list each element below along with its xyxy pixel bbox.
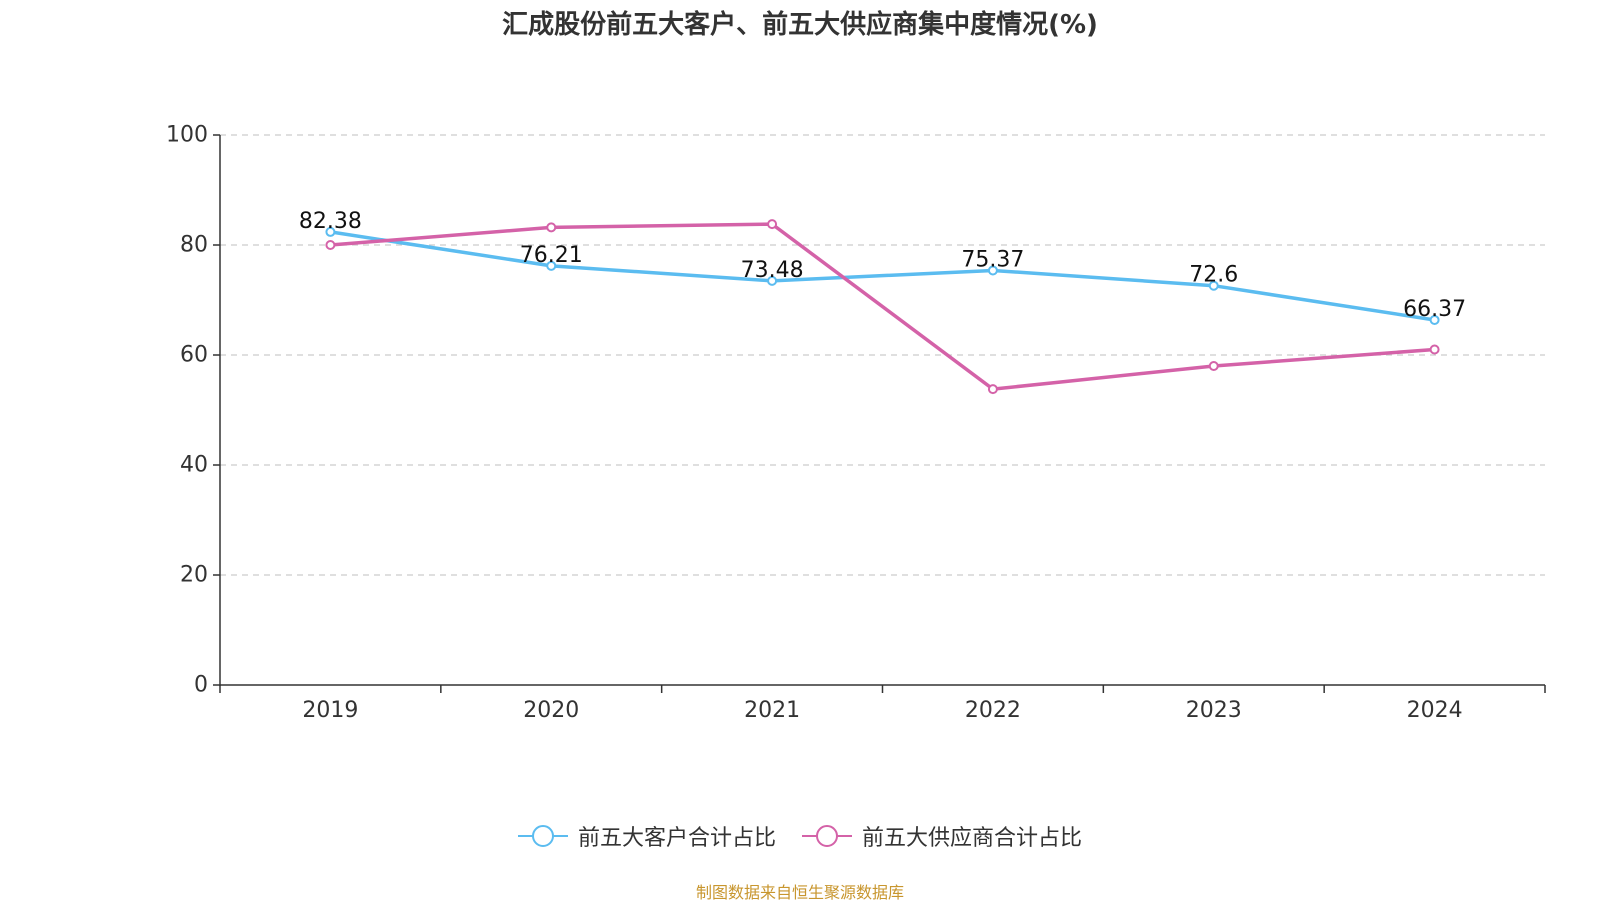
series-1-point-2019[interactable] [325,240,336,250]
source-note: 制图数据来自恒生聚源数据库 [695,883,904,902]
series-1-point-2023[interactable] [1208,361,1219,371]
y-tick-label: 60 [180,343,208,368]
series-0-point-2024[interactable] [1429,314,1440,325]
series-line-0 [330,230,1435,322]
series-1-point-2020[interactable] [546,222,557,233]
y-tick-label: 100 [166,123,208,148]
x-tick-label-2022: 2022 [965,698,1021,723]
line-chart: 0 20 40 60 80 100 2019 2020 2021 2022 2023 2024 82.… [166,123,1546,723]
series-1-point-2024[interactable] [1429,344,1440,355]
data-label-2024: 66.37 [1403,297,1466,322]
legend-marker-customers [517,825,568,847]
legend-label-suppliers: 前五大供应商合计占比 [862,826,1083,851]
series-0-point-2019[interactable] [325,226,336,237]
y-tick-label: 0 [194,673,208,698]
y-tick-label: 20 [180,563,208,588]
legend-marker-suppliers [802,825,852,847]
x-tick-label-2020: 2020 [523,698,579,723]
series-0-point-2020[interactable] [546,260,557,271]
series-line-1 [330,222,1435,391]
series-0-point-2021[interactable] [767,275,778,286]
x-tick-label-2021: 2021 [744,698,800,723]
series-0-point-2022[interactable] [987,265,998,276]
x-tick-label-2019: 2019 [302,698,358,723]
data-label-2021: 73.48 [741,258,804,283]
data-label-2020: 76.21 [520,243,583,268]
legend: 前五大客户合计占比 前五大供应商合计占比 [0,820,1600,852]
series-0-point-2023[interactable] [1208,280,1219,291]
chart-title: 汇成股份前五大客户、前五大供应商集中度情况(%) [502,10,1098,40]
data-label-2022: 75.37 [961,247,1024,272]
legend-item-customers[interactable]: 前五大客户合计占比 [517,820,776,852]
y-tick-label: 80 [180,233,208,258]
x-tick-label-2023: 2023 [1186,698,1242,723]
series-1-point-2021[interactable] [767,219,778,230]
legend-item-suppliers[interactable]: 前五大供应商合计占比 [802,820,1082,852]
legend-label-customers: 前五大客户合计占比 [577,826,776,851]
x-tick-label-2024: 2024 [1407,698,1463,723]
data-label-2023: 72.6 [1189,263,1238,288]
y-tick-label: 40 [180,453,208,478]
series-1-point-2022[interactable] [987,384,998,395]
data-label-2019: 82.38 [299,209,362,234]
